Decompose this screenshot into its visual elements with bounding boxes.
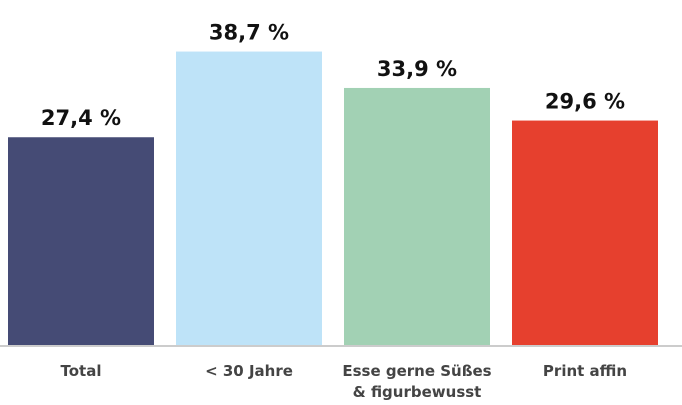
- value-label: 33,9 %: [377, 57, 457, 81]
- bar: [8, 137, 154, 345]
- x-tick-label: Print affin: [542, 362, 628, 380]
- x-tick-label: Esse gerne Süßes & figurbewusst: [342, 362, 492, 401]
- x-tick-label: < 30 Jahre: [205, 362, 293, 380]
- value-label: 27,4 %: [41, 106, 121, 130]
- bar: [176, 51, 322, 346]
- bar: [344, 87, 490, 345]
- x-tick-label: Total: [60, 362, 102, 380]
- value-label: 38,7 %: [209, 21, 289, 45]
- value-label: 29,6 %: [545, 90, 625, 114]
- bar: [512, 120, 658, 345]
